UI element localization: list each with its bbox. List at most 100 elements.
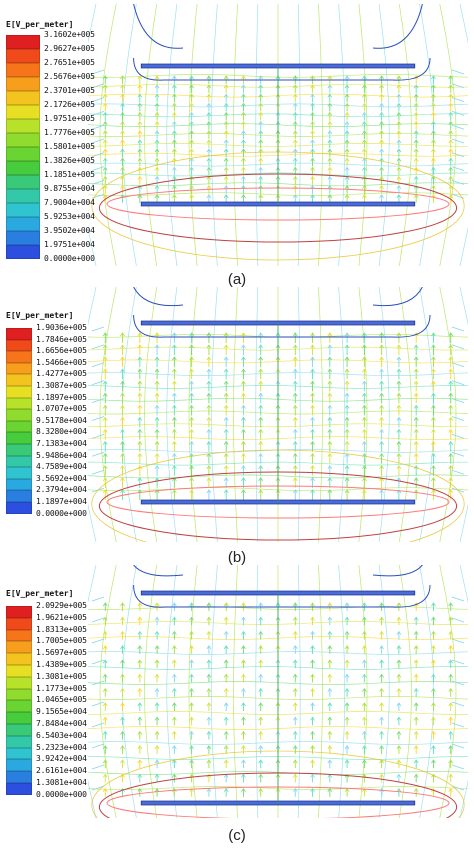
field-vector-head [396, 416, 402, 421]
field-vector-head [206, 602, 212, 607]
field-vector-head [431, 716, 436, 721]
field-vector-head [310, 773, 315, 778]
field-vector-head [120, 102, 125, 107]
field-vector-head [189, 139, 194, 144]
field-vector-head [137, 392, 143, 397]
fringe-vector [91, 785, 105, 791]
fringe-vector [91, 97, 105, 102]
field-vector-head [223, 392, 229, 397]
field-vector-head [379, 428, 384, 433]
field-vector-head [448, 416, 454, 421]
field-vector-head [448, 130, 454, 135]
field-vector-head [344, 489, 350, 494]
field-vector-head [206, 102, 212, 107]
field-vector-head [206, 404, 212, 409]
field-vector-head [344, 332, 350, 337]
field-vector-head [362, 75, 367, 80]
field-vector-head [292, 759, 298, 764]
legend-tick-label: 7.1383e+004 [36, 439, 87, 448]
field-vector-head [431, 602, 436, 607]
field-vector-head [431, 759, 436, 764]
field-vector-head [448, 730, 454, 735]
legend-swatch [6, 409, 32, 421]
legend-swatch [6, 203, 40, 217]
field-vector-head [258, 84, 264, 89]
field-vector-head [120, 702, 125, 707]
field-vector-head [172, 716, 177, 721]
fringe-vector [451, 166, 465, 171]
field-vector-head [223, 702, 229, 707]
legend-swatch [6, 362, 32, 375]
field-vector-head [431, 477, 436, 482]
field-vector-head [189, 102, 194, 107]
field-vector-head [189, 773, 194, 778]
field-vector-head [154, 702, 160, 707]
field-vector-head [189, 702, 194, 707]
legend-tick-label: 1.4389e+005 [36, 660, 87, 669]
legend-tick-label: 1.7005e+005 [36, 636, 87, 646]
field-vector-head [223, 745, 229, 750]
field-vector-head [327, 673, 333, 678]
field-vector-head [327, 416, 333, 421]
field-vector-head [396, 130, 402, 135]
field-vector-head [137, 630, 143, 635]
field-vector-head [189, 716, 194, 721]
field-vector-head [292, 787, 298, 792]
field-vector-head [223, 428, 229, 433]
field-vector-head [431, 102, 436, 107]
field-vector-head [431, 392, 436, 397]
field-vector-head [172, 166, 177, 171]
field-vector-head [258, 745, 264, 750]
field-vector-head [310, 194, 315, 199]
field-vector-head [172, 184, 177, 189]
field-vector-head [102, 452, 108, 457]
field-vector-head [241, 120, 246, 125]
field-vector-head [396, 716, 402, 721]
field-vector-head [137, 428, 143, 433]
field-vector-head [241, 659, 246, 664]
field-vector-head [396, 602, 402, 607]
field-vector-head [413, 139, 419, 144]
field-vector-head [396, 773, 402, 778]
field-vector-head [206, 75, 212, 80]
field-vector-head [172, 440, 177, 445]
field-vector-head [292, 465, 298, 470]
field-line [144, 565, 158, 818]
field-line [166, 287, 178, 542]
field-vector-head [448, 368, 454, 373]
legend-swatch [6, 712, 32, 724]
field-vector-head [120, 111, 125, 116]
field-vector-head [310, 332, 315, 337]
field-vector-head [154, 356, 160, 361]
field-vector-head [120, 148, 125, 153]
field-vector-head [448, 75, 454, 80]
caption-c: (c) [228, 827, 246, 844]
field-vector-head [206, 148, 212, 153]
legend-swatch [6, 175, 40, 189]
field-vector-head [292, 84, 298, 89]
field-vector-head [241, 773, 246, 778]
field-vector-head [413, 356, 419, 361]
field-vector-head [120, 93, 125, 98]
field-vector-head [292, 130, 298, 135]
panel-c: E[V_per_meter] 2.0929e+005 1.9621e+005 1.8… [0, 565, 474, 850]
field-vector-head [206, 428, 212, 433]
field-vector-head [172, 673, 177, 678]
legend-swatch [6, 339, 32, 352]
legend-title-b: E[V_per_meter] [6, 311, 74, 320]
field-vector-head [344, 93, 350, 98]
field-vector-head [292, 404, 298, 409]
field-vector-head [137, 368, 143, 373]
field-vector-head [344, 773, 350, 778]
field-vector-head [344, 157, 350, 162]
field-vector-head [448, 166, 454, 171]
field-vector-head [241, 477, 246, 482]
field-vector-head [258, 477, 264, 482]
field-vector-head [223, 148, 229, 153]
field-vector-head [396, 84, 402, 89]
field-vector-head [241, 630, 246, 635]
field-vector-head [448, 773, 454, 778]
field-vector-head [120, 465, 125, 470]
field-plot-c [88, 565, 468, 818]
fringe-vector [91, 362, 105, 368]
